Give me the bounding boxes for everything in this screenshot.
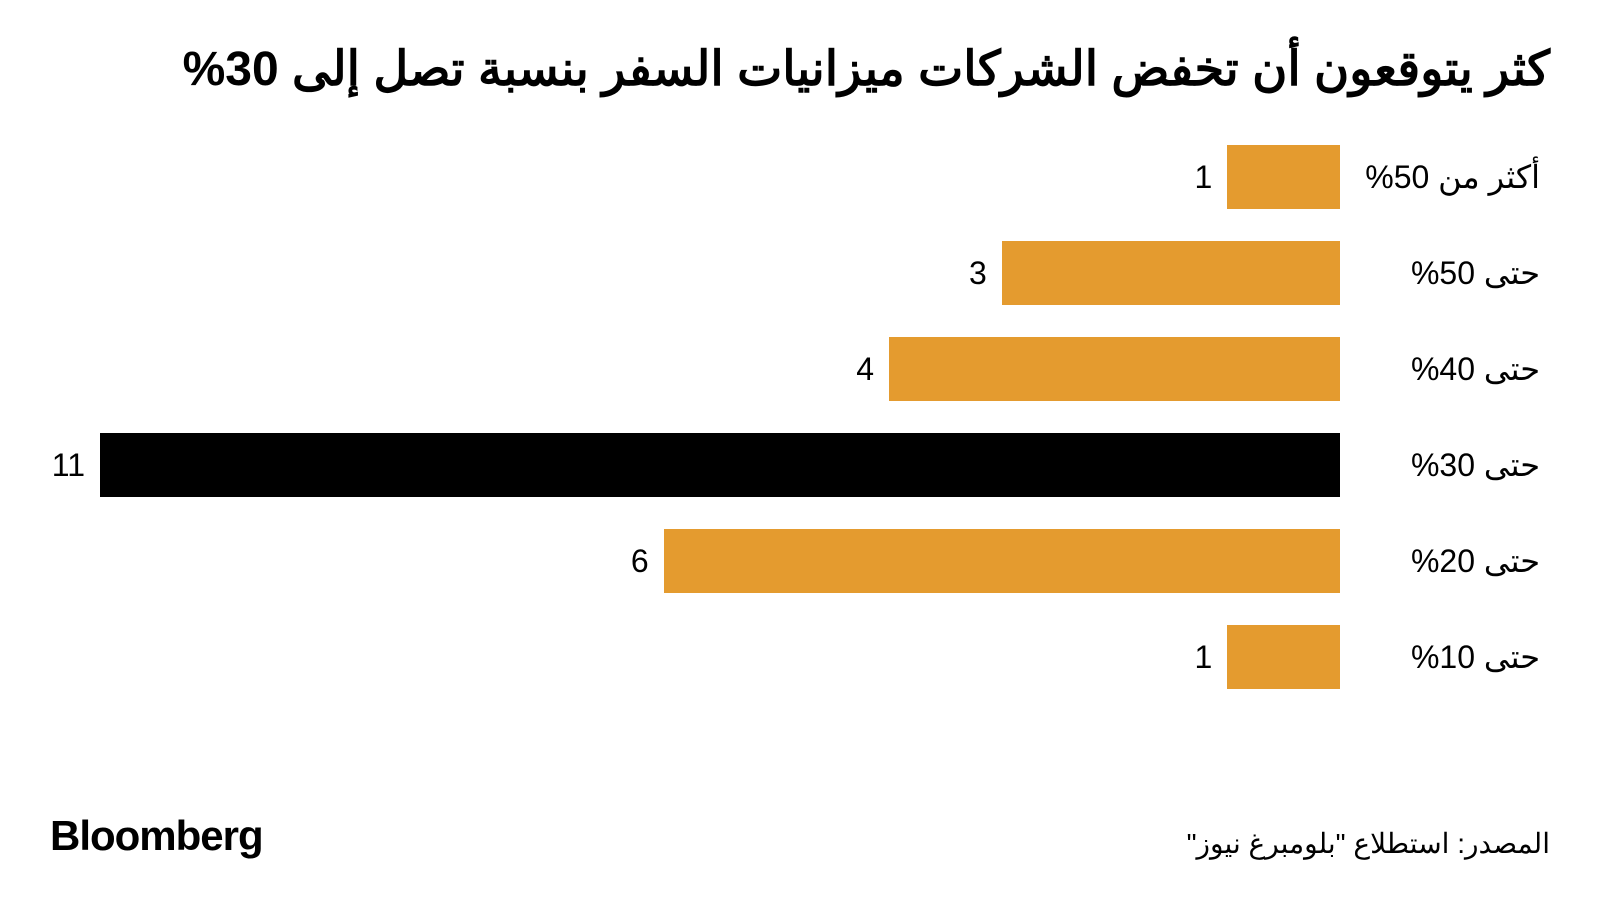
bar-row: 6 حتى 20% [50, 519, 1550, 603]
bar [664, 529, 1340, 593]
bar-value: 11 [52, 447, 85, 484]
bar-track [1227, 145, 1340, 209]
bar-track [1227, 625, 1340, 689]
bar-value: 6 [631, 543, 649, 580]
bar-track [889, 337, 1340, 401]
bar-track [664, 529, 1340, 593]
chart-footer: Bloomberg المصدر: استطلاع "بلومبرغ نيوز" [50, 812, 1550, 860]
bar-value: 1 [1194, 159, 1212, 196]
bar-value: 4 [856, 351, 874, 388]
category-label: حتى 50% [1340, 254, 1550, 292]
source-attribution: المصدر: استطلاع "بلومبرغ نيوز" [1187, 827, 1550, 860]
bar-row: 11 حتى 30% [50, 423, 1550, 507]
bar [1227, 145, 1340, 209]
category-label: حتى 40% [1340, 350, 1550, 388]
chart-container: كثر يتوقعون أن تخفض الشركات ميزانيات الس… [0, 0, 1600, 900]
bar-row: 3 حتى 50% [50, 231, 1550, 315]
bar-row: 1 حتى 10% [50, 615, 1550, 699]
bar-row: 1 أكثر من 50% [50, 135, 1550, 219]
category-label: حتى 30% [1340, 446, 1550, 484]
bar [1002, 241, 1340, 305]
bars-area: 1 أكثر من 50% 3 حتى 50% 4 حتى 40% 11 [50, 135, 1550, 699]
bar-value: 1 [1194, 639, 1212, 676]
brand-logo: Bloomberg [50, 812, 263, 860]
bar-track [100, 433, 1340, 497]
category-label: حتى 10% [1340, 638, 1550, 676]
bar [100, 433, 1340, 497]
category-label: أكثر من 50% [1340, 158, 1550, 196]
bar-row: 4 حتى 40% [50, 327, 1550, 411]
bar [889, 337, 1340, 401]
bar-track [1002, 241, 1340, 305]
chart-title: كثر يتوقعون أن تخفض الشركات ميزانيات الس… [50, 40, 1550, 100]
bar-value: 3 [969, 255, 987, 292]
bar [1227, 625, 1340, 689]
category-label: حتى 20% [1340, 542, 1550, 580]
